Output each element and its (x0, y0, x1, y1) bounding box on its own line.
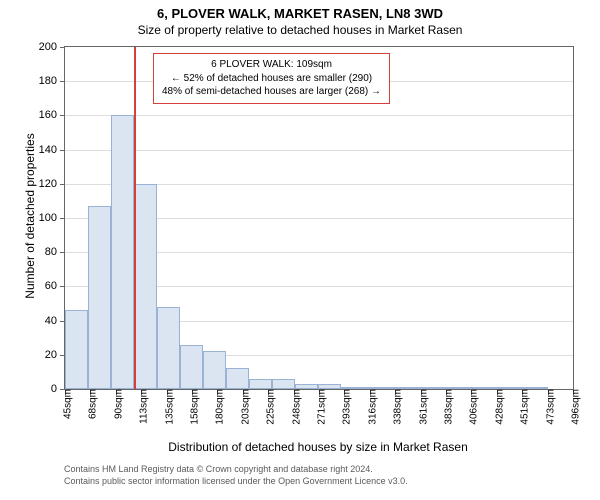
ytick-label: 160 (39, 109, 65, 121)
xtick-label: 316sqm (361, 389, 378, 425)
xtick-label: 68sqm (82, 389, 99, 419)
xtick-label: 90sqm (107, 389, 124, 419)
ytick-label: 20 (45, 349, 65, 361)
ytick-label: 40 (45, 315, 65, 327)
xtick-label: 113sqm (133, 389, 150, 424)
histogram-bar (180, 345, 203, 389)
property-marker-line (134, 47, 136, 389)
annotation-line3: 48% of semi-detached houses are larger (… (162, 85, 381, 99)
xtick-label: 428sqm (488, 389, 505, 425)
xtick-label: 293sqm (336, 389, 353, 425)
footer-line-2: Contains public sector information licen… (64, 476, 408, 488)
chart-container: 6, PLOVER WALK, MARKET RASEN, LN8 3WD Si… (0, 0, 600, 500)
histogram-bar (226, 368, 249, 389)
annotation-line2: ← 52% of detached houses are smaller (29… (162, 72, 381, 86)
histogram-bar (249, 379, 272, 389)
histogram-bar (157, 307, 180, 389)
xtick-label: 496sqm (565, 389, 582, 425)
xtick-label: 180sqm (209, 389, 226, 425)
annotation-line1: 6 PLOVER WALK: 109sqm (162, 58, 381, 72)
ytick-label: 200 (39, 41, 65, 53)
plot-area: 0204060801001201401601802006 PLOVER WALK… (64, 46, 574, 390)
grid-line (65, 150, 573, 151)
xtick-label: 225sqm (260, 389, 277, 425)
ytick-label: 140 (39, 144, 65, 156)
xtick-label: 338sqm (387, 389, 404, 425)
histogram-bar (111, 115, 134, 389)
chart-title-main: 6, PLOVER WALK, MARKET RASEN, LN8 3WD (0, 0, 600, 21)
xtick-label: 158sqm (184, 389, 201, 425)
chart-title-sub: Size of property relative to detached ho… (0, 21, 600, 37)
xtick-label: 383sqm (438, 389, 455, 425)
ytick-label: 60 (45, 280, 65, 292)
grid-line (65, 115, 573, 116)
xtick-label: 271sqm (311, 389, 328, 425)
ytick-label: 180 (39, 75, 65, 87)
footer-line-1: Contains HM Land Registry data © Crown c… (64, 464, 408, 476)
annotation-box: 6 PLOVER WALK: 109sqm← 52% of detached h… (153, 53, 390, 104)
xtick-label: 203sqm (234, 389, 251, 425)
histogram-bar (203, 351, 226, 389)
ytick-label: 80 (45, 246, 65, 258)
histogram-bar (272, 379, 295, 389)
xtick-label: 473sqm (539, 389, 556, 425)
ytick-label: 120 (39, 178, 65, 190)
xtick-label: 248sqm (285, 389, 302, 425)
y-axis-label: Number of detached properties (23, 126, 37, 306)
ytick-label: 100 (39, 212, 65, 224)
xtick-label: 361sqm (412, 389, 429, 425)
x-axis-label: Distribution of detached houses by size … (158, 440, 478, 454)
xtick-label: 406sqm (463, 389, 480, 425)
footer-credits: Contains HM Land Registry data © Crown c… (64, 464, 408, 487)
histogram-bar (65, 310, 88, 389)
xtick-label: 135sqm (158, 389, 175, 425)
xtick-label: 451sqm (514, 389, 531, 425)
xtick-label: 45sqm (57, 389, 74, 419)
histogram-bar (134, 184, 157, 389)
histogram-bar (88, 206, 111, 389)
